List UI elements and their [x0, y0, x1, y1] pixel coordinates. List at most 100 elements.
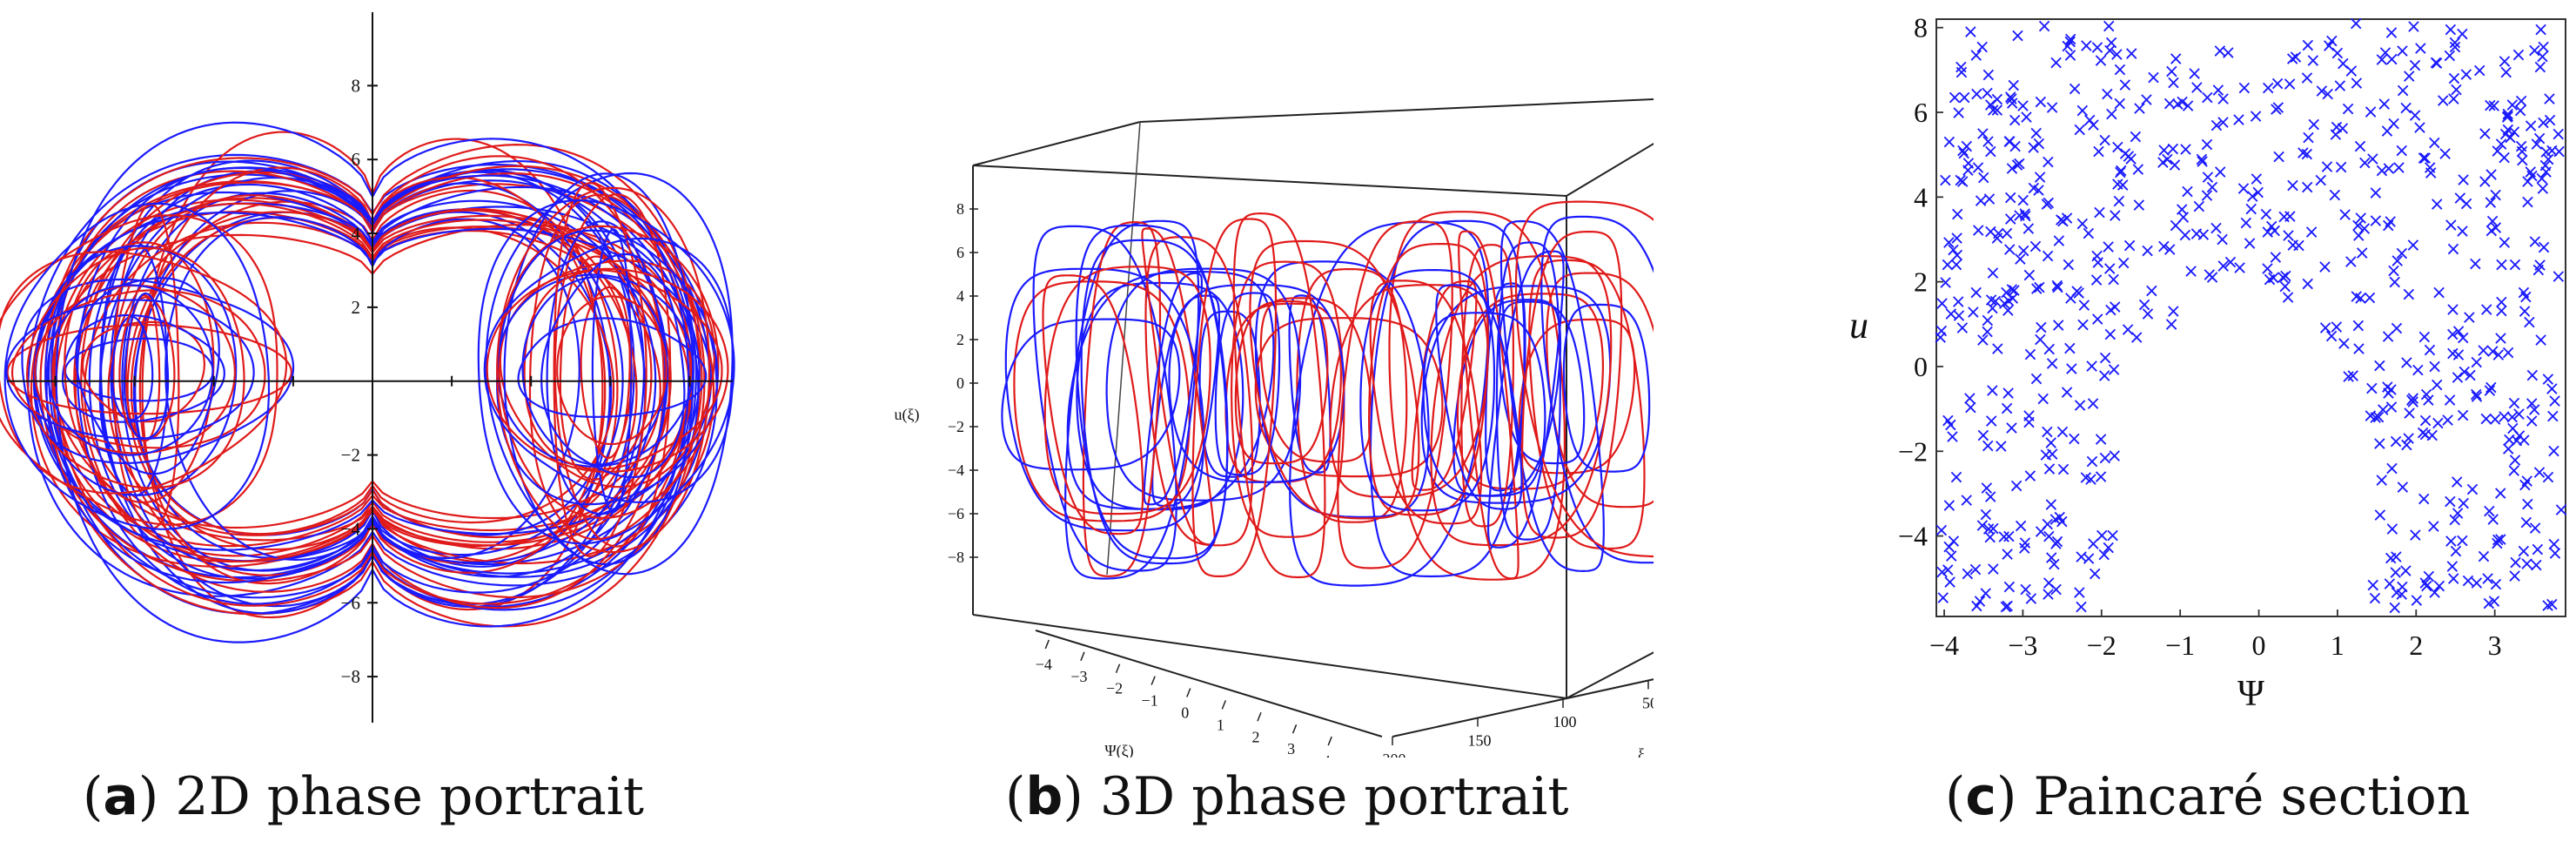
point: ×	[2388, 547, 2404, 569]
point: ×	[2447, 37, 2463, 58]
point: ×	[2033, 91, 2049, 113]
point: ×	[1958, 489, 1974, 511]
point: ×	[1981, 519, 1996, 541]
point: ×	[2352, 136, 2368, 158]
point: ×	[1965, 301, 1981, 323]
point: ×	[2016, 203, 2032, 225]
point: ×	[2167, 155, 2183, 177]
point: ×	[2532, 128, 2547, 150]
point: ×	[2384, 23, 2399, 44]
point: ×	[2111, 93, 2127, 115]
point: ×	[2231, 109, 2246, 131]
point: ×	[2499, 105, 2515, 127]
point: ×	[2384, 458, 2399, 480]
point: ×	[1944, 427, 1960, 448]
point: ×	[2337, 205, 2352, 226]
point: ×	[2455, 493, 2471, 515]
point: ×	[2439, 409, 2455, 431]
psi-tick-label-3d: 1	[1217, 716, 1224, 733]
point: ×	[2521, 312, 2537, 333]
box-edge-1	[1566, 651, 1654, 699]
point: ×	[2033, 317, 2049, 339]
point: ×	[1942, 131, 1957, 153]
point: ×	[2112, 59, 2128, 81]
y-tick-label-2d: −2	[341, 445, 360, 466]
point: ×	[2194, 151, 2210, 172]
point: ×	[2081, 549, 2096, 570]
point: ×	[1980, 310, 1996, 332]
point: ×	[2343, 251, 2358, 273]
trajectory-2d-44	[61, 313, 225, 423]
trajectory-3d-35	[1001, 318, 1181, 471]
point: ×	[2497, 232, 2512, 253]
u-tick-label-3d: 0	[956, 374, 964, 392]
point: ×	[2442, 45, 2458, 67]
point: ×	[2445, 324, 2460, 346]
point: ×	[1953, 57, 1969, 78]
point: ×	[1999, 398, 2015, 420]
point: ×	[2443, 19, 2459, 41]
point: ×	[2459, 193, 2474, 215]
trajectory-2d-70	[34, 284, 236, 455]
trajectory-2d-15	[48, 160, 697, 611]
point: ×	[2191, 196, 2207, 218]
point: ×	[1985, 262, 2001, 284]
point: ×	[2163, 314, 2179, 336]
point: ×	[2478, 408, 2493, 430]
point: ×	[2101, 16, 2116, 37]
point: ×	[2073, 547, 2089, 569]
point: ×	[2017, 579, 2033, 601]
point: ×	[2021, 406, 2036, 428]
point: ×	[2131, 98, 2147, 120]
point: ×	[1968, 282, 1983, 304]
point: ×	[2113, 160, 2129, 182]
point: ×	[2209, 115, 2224, 137]
point: ×	[1983, 289, 1999, 311]
point: ×	[2538, 162, 2553, 184]
point: ×	[2376, 93, 2392, 115]
point: ×	[2498, 124, 2513, 145]
point: ×	[1999, 544, 2015, 566]
y-tick-label-c: 2	[1914, 266, 1928, 298]
trajectory-3d-54	[1514, 200, 1654, 558]
point: ×	[2005, 287, 2021, 309]
point: ×	[2040, 246, 2056, 267]
point: ×	[2137, 294, 2152, 316]
point: ×	[2398, 98, 2413, 119]
point: ×	[2004, 158, 2020, 180]
point: ×	[1983, 411, 1999, 433]
point: ×	[2015, 190, 2030, 212]
point: ×	[2533, 168, 2549, 190]
point: ×	[1937, 170, 1953, 192]
point: ×	[1989, 227, 2005, 249]
point: ×	[2483, 377, 2499, 399]
point: ×	[1955, 318, 1970, 340]
trajectory-2d-50	[11, 289, 266, 449]
box-edge-4	[1139, 98, 1654, 123]
point: ×	[2159, 149, 2175, 171]
point: ×	[2156, 140, 2171, 162]
point: ×	[2475, 340, 2491, 361]
y-tick-label-c: 0	[1914, 351, 1928, 382]
point: ×	[2324, 30, 2339, 52]
box-edge-3	[1566, 142, 1654, 197]
point: ×	[2378, 42, 2393, 64]
point: ×	[2350, 215, 2365, 237]
x-tick-label-c: 0	[2252, 630, 2266, 661]
trajectory-3d-34	[1230, 260, 1345, 538]
point: ×	[2442, 390, 2458, 412]
point: ×	[2103, 324, 2118, 346]
point: ×	[2482, 95, 2498, 117]
point: ×	[2129, 327, 2144, 349]
point: ×	[2546, 534, 2561, 556]
trajectory-2d-73	[540, 253, 686, 479]
point: ×	[2249, 169, 2264, 191]
point: ×	[2174, 91, 2190, 113]
point: ×	[2452, 188, 2468, 210]
psi-tick-label-3d: −1	[1142, 692, 1158, 710]
point: ×	[2517, 301, 2532, 323]
point: ×	[2009, 154, 2025, 176]
point: ×	[2000, 300, 2016, 322]
trajectory-2d-71	[486, 267, 729, 473]
point: ×	[2542, 110, 2558, 131]
